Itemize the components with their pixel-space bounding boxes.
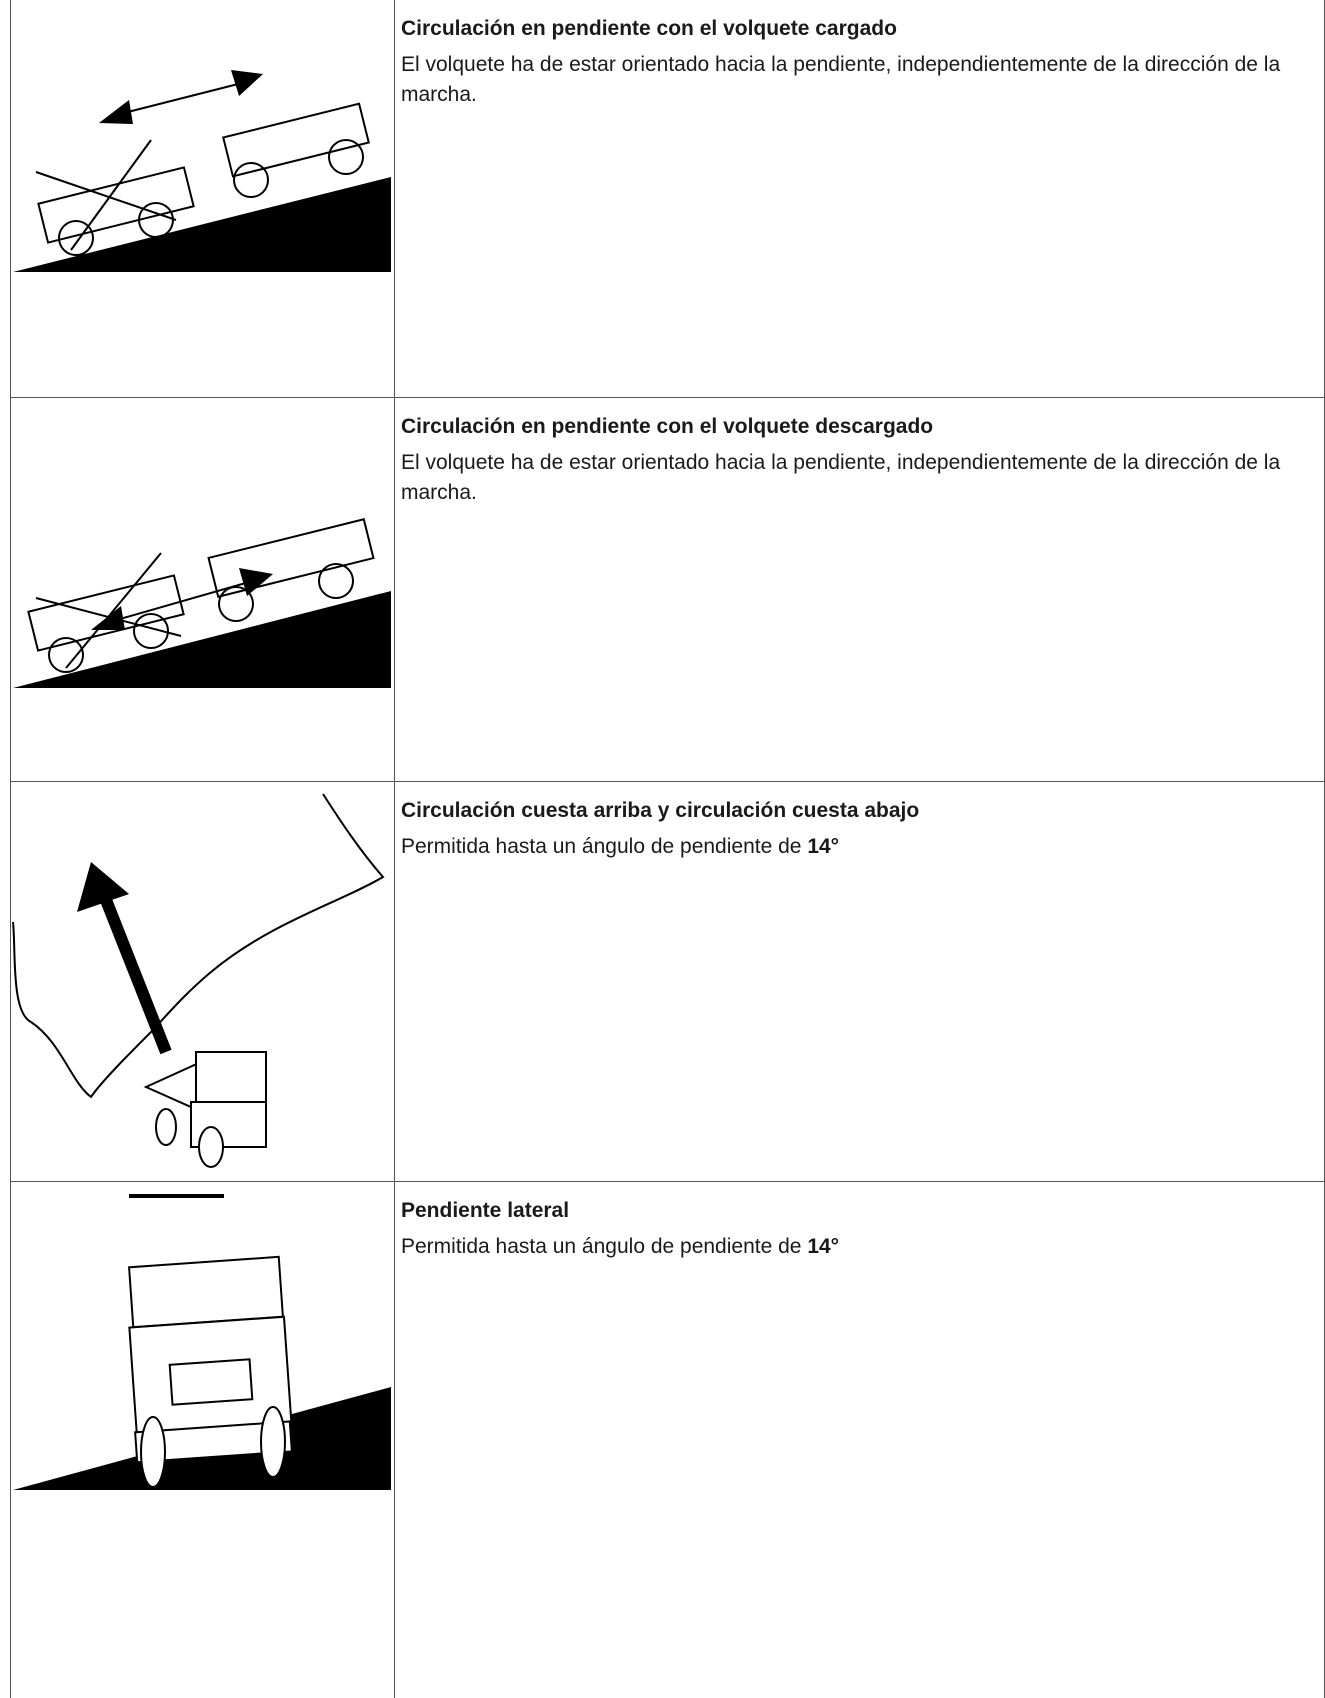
row-title: Circulación en pendiente con el volquete… (401, 17, 897, 40)
row: Pendiente lateral Permitida hasta un áng… (10, 1181, 1325, 1698)
illustration-cell (10, 781, 395, 1182)
lateral-slope-illustration (13, 1194, 391, 1490)
text-cell: Circulación en pendiente con el volquete… (394, 0, 1325, 398)
unloaded-slope-illustration (13, 518, 391, 688)
body-text: Permitida hasta un ángulo de pendiente d… (401, 835, 808, 858)
row-body: Permitida hasta un ángulo de pendiente d… (401, 1232, 1316, 1262)
row-body: Permitida hasta un ángulo de pendiente d… (401, 832, 1316, 862)
row: Circulación cuesta arriba y circulación … (10, 781, 1325, 1182)
loaded-slope-illustration (13, 70, 391, 272)
row-title: Pendiente lateral (401, 1199, 570, 1222)
uphill-illustration (12, 793, 385, 1168)
row: Circulación en pendiente con el volquete… (10, 0, 1325, 398)
body-emphasis: 14° (807, 835, 840, 858)
body-text: Permitida hasta un ángulo de pendiente d… (401, 1235, 808, 1258)
row-title: Circulación en pendiente con el volquete… (401, 415, 934, 438)
illustration-cell (10, 1181, 395, 1698)
illustration-cell (10, 0, 395, 398)
body-emphasis: 14° (807, 1235, 840, 1258)
row: Circulación en pendiente con el volquete… (10, 397, 1325, 782)
slope-table: Circulación en pendiente con el volquete… (10, 0, 1325, 1698)
row-title: Circulación cuesta arriba y circulación … (401, 799, 920, 822)
text-cell: Circulación en pendiente con el volquete… (394, 397, 1325, 782)
row-body: El volquete ha de estar orientado hacia … (401, 451, 1281, 504)
illustration-cell (10, 397, 395, 782)
row-body: El volquete ha de estar orientado hacia … (401, 53, 1281, 106)
text-cell: Circulación cuesta arriba y circulación … (394, 781, 1325, 1182)
text-cell: Pendiente lateral Permitida hasta un áng… (394, 1181, 1325, 1698)
